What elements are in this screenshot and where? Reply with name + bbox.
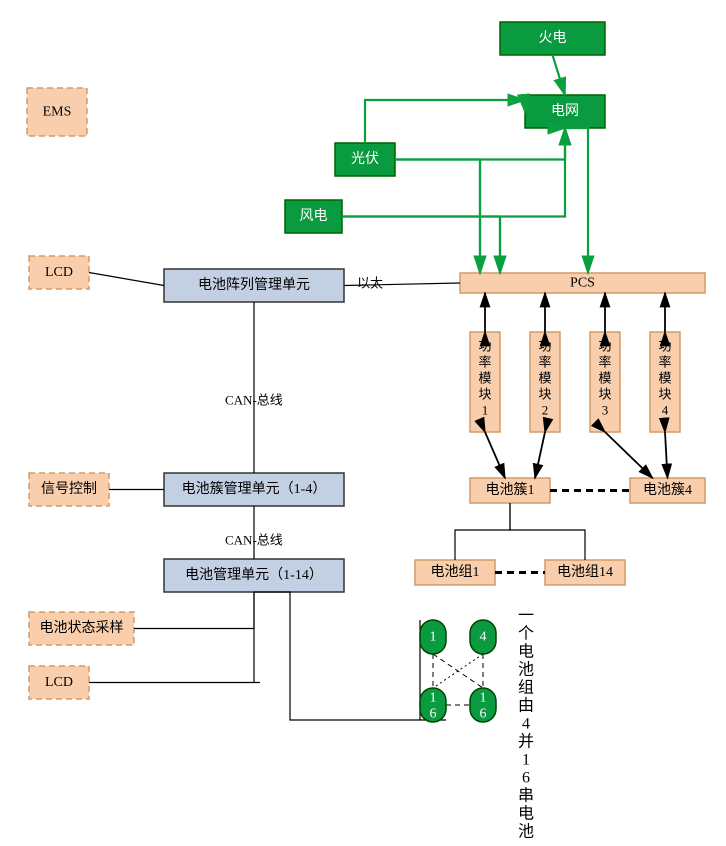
edge	[535, 432, 545, 478]
svg-text:率: 率	[538, 355, 551, 370]
svg-text:池: 池	[518, 661, 534, 679]
svg-text:电池簇1: 电池簇1	[486, 482, 535, 498]
edge	[89, 273, 164, 286]
svg-text:个: 个	[518, 625, 534, 643]
svg-text:率: 率	[598, 355, 611, 370]
svg-text:LCD: LCD	[45, 675, 73, 690]
svg-text:6: 6	[522, 770, 530, 787]
svg-text:块: 块	[658, 387, 671, 402]
edge	[665, 432, 668, 478]
svg-text:电池阵列管理单元: 电池阵列管理单元	[198, 277, 310, 293]
svg-text:模: 模	[598, 371, 611, 386]
edge	[605, 432, 653, 478]
svg-text:电: 电	[518, 805, 534, 823]
svg-text:4: 4	[662, 403, 669, 418]
svg-text:功: 功	[538, 339, 551, 354]
svg-text:池: 池	[518, 823, 534, 841]
edge	[455, 503, 510, 560]
svg-text:率: 率	[478, 355, 491, 370]
svg-text:3: 3	[602, 403, 609, 418]
edge	[395, 128, 565, 160]
svg-text:并: 并	[518, 733, 534, 751]
edge	[365, 100, 525, 143]
svg-text:功: 功	[478, 339, 491, 354]
svg-text:电池管理单元（1-14）: 电池管理单元（1-14）	[185, 567, 323, 583]
svg-text:6: 6	[480, 707, 487, 722]
svg-text:火电: 火电	[539, 30, 567, 46]
svg-text:电池状态采样: 电池状态采样	[40, 620, 124, 636]
svg-text:4: 4	[480, 630, 487, 645]
diagram-canvas: 火电电网光伏风电 EMS LCD 信号控制电池状态采样 LCD 电池阵列管理单元电池簇管理…	[0, 0, 726, 841]
svg-text:LCD: LCD	[45, 265, 73, 280]
svg-text:1: 1	[430, 630, 437, 645]
svg-text:风电: 风电	[300, 208, 328, 224]
svg-text:2: 2	[542, 403, 549, 418]
svg-text:电池簇管理单元（1-4）: 电池簇管理单元（1-4）	[182, 481, 327, 497]
svg-text:功: 功	[598, 339, 611, 354]
svg-text:块: 块	[598, 387, 611, 402]
edge	[510, 503, 585, 560]
edge	[565, 128, 588, 273]
edge-green	[553, 55, 566, 95]
svg-text:6: 6	[430, 707, 437, 722]
svg-text:块: 块	[538, 387, 551, 402]
svg-text:EMS: EMS	[43, 105, 72, 120]
svg-text:模: 模	[478, 371, 491, 386]
svg-text:组: 组	[518, 679, 534, 697]
edge	[485, 432, 505, 478]
svg-text:电池组1: 电池组1	[431, 564, 480, 580]
svg-text:1: 1	[522, 752, 530, 769]
edge	[134, 592, 254, 629]
edge	[342, 217, 500, 274]
svg-text:4: 4	[522, 716, 530, 733]
svg-text:率: 率	[658, 355, 671, 370]
svg-text:1: 1	[482, 403, 489, 418]
svg-text:串: 串	[518, 787, 534, 805]
svg-text:PCS: PCS	[570, 276, 595, 291]
edge	[254, 592, 446, 720]
svg-text:电池组14: 电池组14	[557, 564, 613, 580]
svg-text:由: 由	[518, 697, 534, 715]
svg-text:1: 1	[430, 691, 437, 706]
svg-text:信号控制: 信号控制	[41, 481, 97, 497]
svg-text:电网: 电网	[551, 103, 579, 119]
svg-text:光伏: 光伏	[351, 151, 379, 167]
svg-text:以太: 以太	[357, 276, 383, 291]
svg-text:功: 功	[658, 339, 671, 354]
svg-text:模: 模	[658, 371, 671, 386]
svg-text:电池簇4: 电池簇4	[643, 482, 692, 498]
svg-text:1: 1	[480, 691, 487, 706]
svg-text:模: 模	[538, 371, 551, 386]
svg-text:块: 块	[478, 387, 491, 402]
svg-text:一: 一	[518, 608, 534, 625]
svg-text:电: 电	[518, 643, 534, 661]
